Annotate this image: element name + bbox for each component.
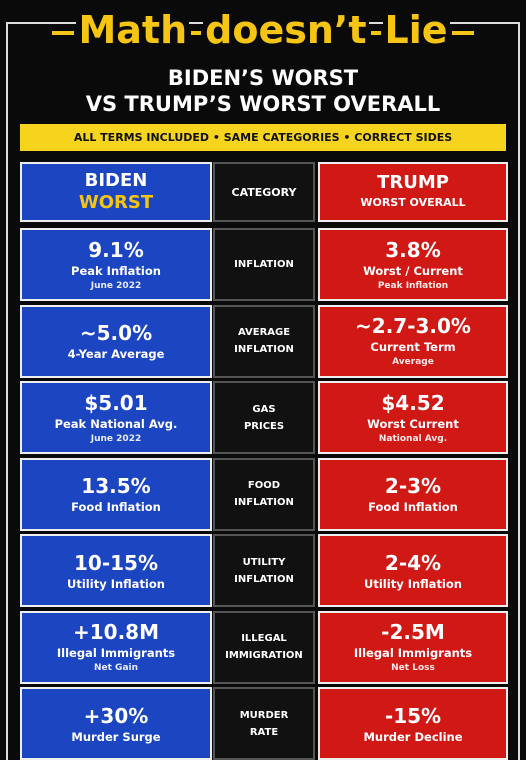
left-cell: ~5.0% 4-Year Average [20, 304, 212, 378]
cell-note: Net Gain [93, 663, 139, 673]
column-header: BIDEN [84, 170, 148, 191]
title-word: Lie [382, 8, 450, 52]
dash [191, 30, 202, 35]
title-word: doesn’t [203, 8, 369, 52]
cell-label: Utility Inflation [67, 576, 165, 591]
cell-value: 2-4% [384, 550, 442, 575]
cell-value: 9.1% [88, 237, 144, 262]
cell-label: Peak Inflation [71, 263, 161, 278]
right-cell: $4.52 Worst Current National Avg. [318, 381, 508, 454]
cell-value: +10.8M [72, 620, 159, 644]
cell-label: Illegal Immigrants [56, 646, 176, 660]
cell-value: ~2.7-3.0% [355, 314, 471, 338]
cell-value: 2-3% [384, 474, 442, 498]
category: IMMIGRATION [225, 650, 303, 661]
left-cell: 13.5% Food Inflation [20, 457, 212, 531]
cell-note: National Avg. [378, 433, 448, 444]
cell-label: Utility Inflation [364, 576, 462, 591]
left-cell: 9.1% Peak Inflation June 2022 [20, 228, 212, 301]
cell-label: 4-Year Average [67, 347, 165, 361]
category: MURDER [239, 709, 289, 721]
right-cell: 2-3% Food Inflation [318, 457, 508, 531]
category: GAS [252, 403, 276, 415]
cell-label: Illegal Immigrants [353, 646, 473, 660]
header-cell: BIDEN WORST [20, 162, 212, 222]
title: Math doesn’t Lie [0, 8, 526, 52]
header-cell: TRUMP WORST OVERALL [318, 162, 508, 222]
left-cell: +10.8M Illegal Immigrants Net Gain [20, 610, 212, 684]
cell-value: -2.5M [381, 620, 445, 644]
category: UTILITY [242, 556, 286, 568]
left-cell: $5.01 Peak National Avg. June 2022 [20, 381, 212, 454]
category: PRICES [243, 420, 285, 432]
category: INFLATION [234, 259, 294, 270]
column-header: TRUMP [377, 172, 449, 193]
column-header: WORST [78, 192, 154, 213]
cell-label: Worst / Current [363, 263, 463, 278]
left-cell: +30% Murder Surge [20, 687, 212, 760]
dash [451, 30, 474, 35]
category: ILLEGAL [241, 633, 287, 644]
category-cell: MURDER RATE [213, 687, 315, 760]
banner: ALL TERMS INCLUDED • SAME CATEGORIES • C… [20, 124, 506, 151]
category-cell: FOOD INFLATION [213, 457, 315, 531]
category: INFLATION [234, 344, 294, 355]
dash [52, 30, 75, 35]
cell-note: June 2022 [90, 280, 142, 291]
cell-value: 10-15% [73, 550, 158, 575]
right-cell: ~2.7-3.0% Current Term Average [318, 304, 508, 378]
category: AVERAGE [237, 327, 291, 338]
cell-note: Net Loss [391, 663, 435, 673]
cell-note: Average [392, 357, 434, 367]
cell-value: ~5.0% [79, 321, 153, 345]
right-cell: 3.8% Worst / Current Peak Inflation [318, 228, 508, 301]
cell-label: Worst Current [367, 416, 459, 431]
cell-label: Peak National Avg. [54, 416, 178, 431]
column-header: WORST OVERALL [360, 196, 466, 209]
cell-value: 13.5% [81, 474, 151, 498]
category-cell: AVERAGE INFLATION [213, 304, 315, 378]
cell-label: Food Inflation [368, 500, 458, 514]
category: INFLATION [234, 573, 294, 585]
cell-value: +30% [83, 703, 149, 728]
category-cell: GAS PRICES [213, 381, 315, 454]
cell-note: June 2022 [90, 433, 142, 444]
category: INFLATION [234, 497, 294, 508]
right-cell: -2.5M Illegal Immigrants Net Loss [318, 610, 508, 684]
cell-value: -15% [384, 703, 442, 728]
right-cell: 2-4% Utility Inflation [318, 534, 508, 607]
dash [370, 30, 381, 35]
column-header: CATEGORY [231, 185, 297, 199]
header-cell: CATEGORY [213, 162, 315, 222]
category-cell: ILLEGAL IMMIGRATION [213, 610, 315, 684]
title-word: Math [76, 8, 190, 52]
category-cell: INFLATION [213, 228, 315, 301]
category: RATE [249, 726, 279, 738]
cell-label: Food Inflation [71, 500, 161, 514]
cell-value: 3.8% [385, 237, 441, 262]
cell-value: $4.52 [381, 390, 445, 415]
cell-value: $5.01 [84, 390, 148, 415]
cell-label: Current Term [370, 340, 456, 354]
subtitle: VS TRUMP’S WORST OVERALL [85, 92, 441, 116]
category-cell: UTILITY INFLATION [213, 534, 315, 607]
left-cell: 10-15% Utility Inflation [20, 534, 212, 607]
right-cell: -15% Murder Decline [318, 687, 508, 760]
category: FOOD [247, 480, 281, 491]
cell-label: Murder Surge [71, 729, 161, 744]
cell-note: Peak Inflation [377, 280, 449, 291]
subtitle: BIDEN’S WORST [167, 66, 359, 90]
cell-label: Murder Decline [363, 729, 463, 744]
